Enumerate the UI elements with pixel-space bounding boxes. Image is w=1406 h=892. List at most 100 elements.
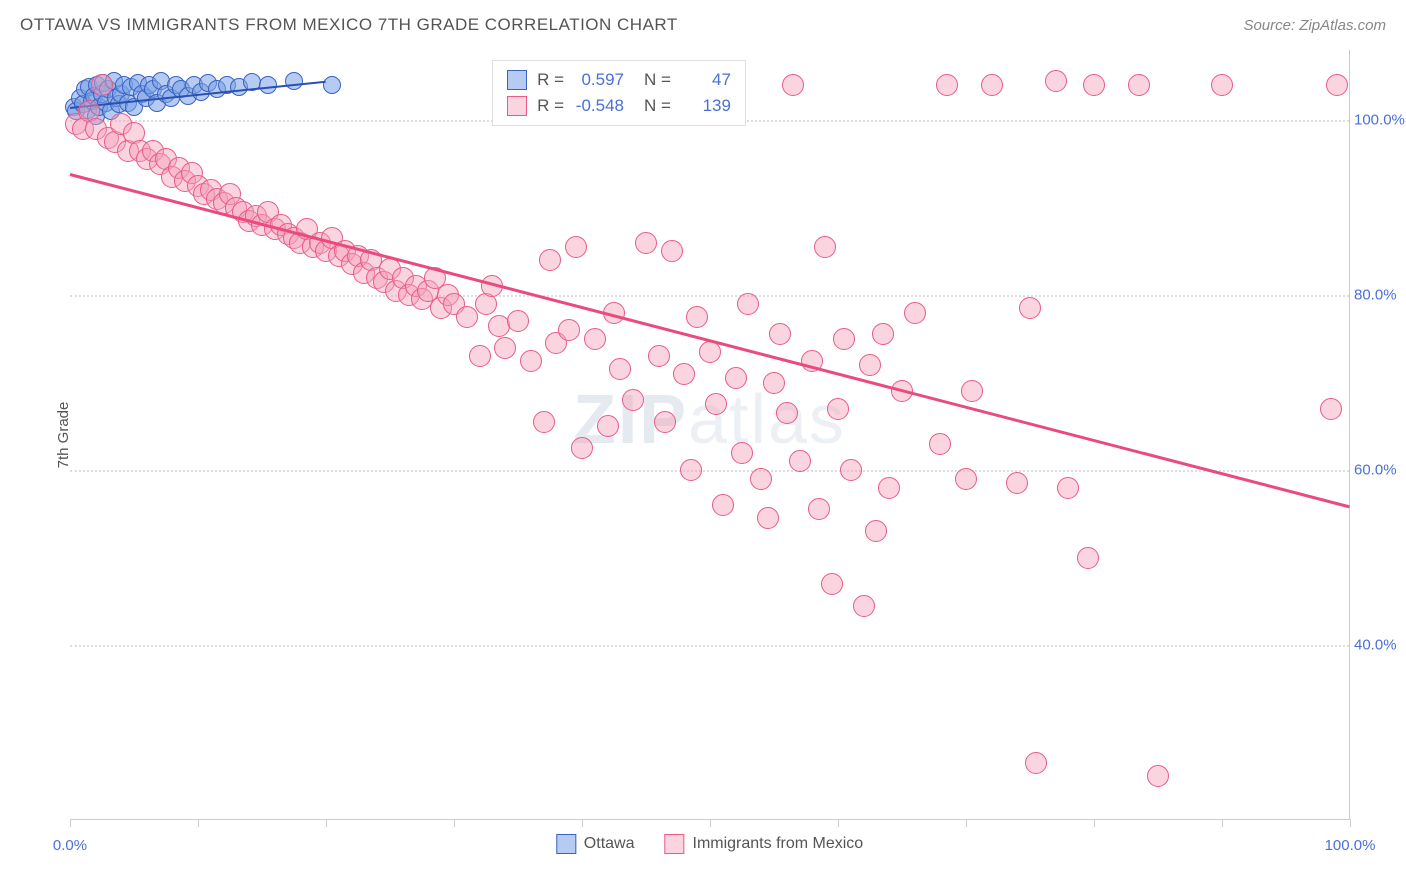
data-point: [705, 393, 727, 415]
data-point: [635, 232, 657, 254]
data-point: [981, 74, 1003, 96]
data-point: [1147, 765, 1169, 787]
data-point: [757, 507, 779, 529]
data-point: [1057, 477, 1079, 499]
data-point: [929, 433, 951, 455]
data-point: [1128, 74, 1150, 96]
stats-row: R = 0.597 N = 47: [507, 67, 731, 93]
x-tick: [454, 819, 455, 827]
data-point: [961, 380, 983, 402]
chart-header: OTTAWA VS IMMIGRANTS FROM MEXICO 7TH GRA…: [20, 15, 1386, 35]
legend-item: Ottawa: [556, 834, 635, 854]
legend-swatch: [507, 96, 527, 116]
data-point: [673, 363, 695, 385]
data-point: [661, 240, 683, 262]
chart-title: OTTAWA VS IMMIGRANTS FROM MEXICO 7TH GRA…: [20, 15, 678, 35]
grid-line: [70, 470, 1349, 472]
chart-source: Source: ZipAtlas.com: [1243, 17, 1386, 34]
data-point: [597, 415, 619, 437]
data-point: [1211, 74, 1233, 96]
plot-area: ZIPatlas 40.0%60.0%80.0%100.0%0.0%100.0%…: [70, 50, 1350, 820]
r-value: -0.548: [574, 93, 624, 119]
y-tick-label: 80.0%: [1354, 287, 1406, 304]
data-point: [1320, 398, 1342, 420]
data-point: [469, 345, 491, 367]
data-point: [456, 306, 478, 328]
data-point: [494, 337, 516, 359]
data-point: [821, 573, 843, 595]
data-point: [808, 498, 830, 520]
data-point: [904, 302, 926, 324]
grid-line: [70, 295, 1349, 297]
data-point: [699, 341, 721, 363]
legend-label: Ottawa: [584, 835, 635, 853]
x-tick-label: 0.0%: [53, 837, 87, 854]
data-point: [769, 323, 791, 345]
data-point: [725, 367, 747, 389]
data-point: [91, 74, 113, 96]
data-point: [539, 249, 561, 271]
data-point: [323, 76, 341, 94]
data-point: [571, 437, 593, 459]
data-point: [878, 477, 900, 499]
data-point: [840, 459, 862, 481]
data-point: [737, 293, 759, 315]
n-value: 47: [681, 67, 731, 93]
trend-line: [70, 173, 1351, 508]
x-tick: [966, 819, 967, 827]
r-label: R =: [537, 67, 564, 93]
x-tick: [582, 819, 583, 827]
data-point: [1006, 472, 1028, 494]
data-point: [584, 328, 606, 350]
stats-row: R = -0.548 N = 139: [507, 93, 731, 119]
data-point: [936, 74, 958, 96]
r-value: 0.597: [574, 67, 624, 93]
data-point: [827, 398, 849, 420]
data-point: [789, 450, 811, 472]
y-tick-label: 40.0%: [1354, 637, 1406, 654]
data-point: [750, 468, 772, 490]
x-tick: [838, 819, 839, 827]
legend-swatch: [556, 834, 576, 854]
data-point: [731, 442, 753, 464]
chart-container: 7th Grade ZIPatlas 40.0%60.0%80.0%100.0%…: [70, 50, 1350, 820]
data-point: [872, 323, 894, 345]
y-tick-label: 60.0%: [1354, 462, 1406, 479]
data-point: [520, 350, 542, 372]
data-point: [558, 319, 580, 341]
data-point: [859, 354, 881, 376]
data-point: [609, 358, 631, 380]
legend-label: Immigrants from Mexico: [692, 835, 863, 853]
data-point: [833, 328, 855, 350]
data-point: [1077, 547, 1099, 569]
data-point: [814, 236, 836, 258]
data-point: [648, 345, 670, 367]
legend-swatch: [664, 834, 684, 854]
data-point: [1083, 74, 1105, 96]
data-point: [865, 520, 887, 542]
legend-item: Immigrants from Mexico: [664, 834, 863, 854]
data-point: [1045, 70, 1067, 92]
x-tick: [198, 819, 199, 827]
legend: Ottawa Immigrants from Mexico: [556, 834, 863, 854]
x-tick: [1350, 819, 1351, 827]
data-point: [1025, 752, 1047, 774]
data-point: [686, 306, 708, 328]
n-label: N =: [644, 93, 671, 119]
n-label: N =: [644, 67, 671, 93]
r-label: R =: [537, 93, 564, 119]
data-point: [782, 74, 804, 96]
y-tick-label: 100.0%: [1354, 112, 1406, 129]
data-point: [680, 459, 702, 481]
n-value: 139: [681, 93, 731, 119]
data-point: [285, 72, 303, 90]
data-point: [955, 468, 977, 490]
data-point: [776, 402, 798, 424]
data-point: [1326, 74, 1348, 96]
data-point: [622, 389, 644, 411]
grid-line: [70, 645, 1349, 647]
data-point: [853, 595, 875, 617]
data-point: [533, 411, 555, 433]
x-tick: [1222, 819, 1223, 827]
data-point: [507, 310, 529, 332]
